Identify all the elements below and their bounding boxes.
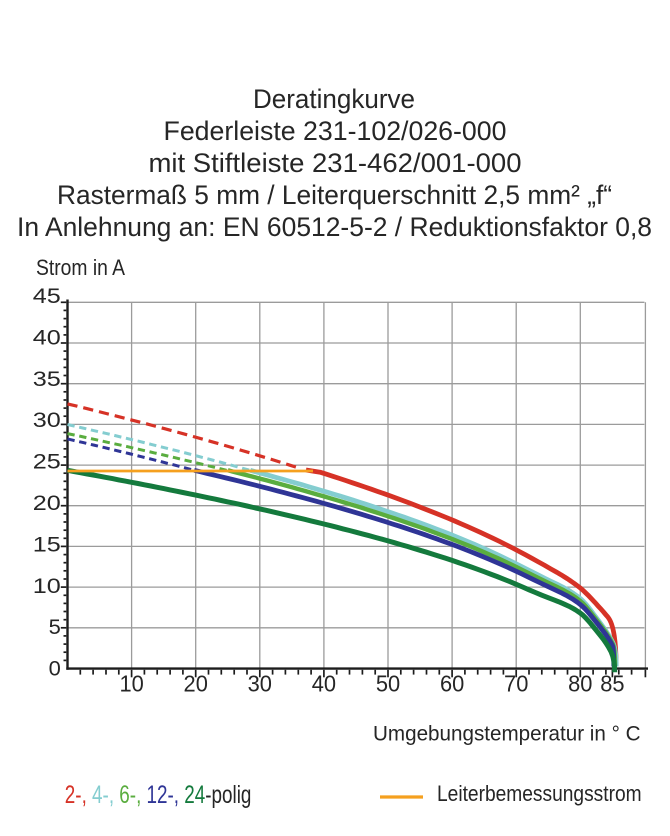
svg-text:40: 40 (33, 326, 61, 349)
svg-text:Umgebungstemperatur in ° C: Umgebungstemperatur in ° C (373, 722, 641, 746)
svg-text:25: 25 (33, 451, 61, 474)
svg-text:20: 20 (184, 670, 208, 696)
svg-text:In Anlehnung an: EN 60512-5-2: In Anlehnung an: EN 60512-5-2 / Reduktio… (17, 212, 652, 242)
svg-text:70: 70 (504, 670, 528, 696)
svg-text:50: 50 (376, 670, 400, 696)
svg-text:85: 85 (600, 670, 624, 696)
svg-text:5: 5 (49, 616, 61, 639)
svg-text:0: 0 (49, 658, 61, 681)
svg-text:60: 60 (440, 670, 464, 696)
svg-text:Leiterbemessungsstrom: Leiterbemessungsstrom (437, 781, 642, 806)
svg-text:Deratingkurve: Deratingkurve (253, 84, 415, 114)
svg-text:80: 80 (568, 670, 592, 696)
svg-text:Rastermaß 5 mm / Leiterquersch: Rastermaß 5 mm / Leiterquerschnitt 2,5 m… (57, 180, 612, 210)
svg-text:35: 35 (33, 368, 61, 391)
svg-text:10: 10 (33, 575, 61, 598)
svg-text:40: 40 (312, 670, 336, 696)
svg-text:30: 30 (248, 670, 272, 696)
svg-text:30: 30 (33, 409, 61, 432)
svg-text:45: 45 (33, 285, 61, 308)
svg-text:mit Stiftleiste 231-462/001-00: mit Stiftleiste 231-462/001-000 (149, 148, 522, 178)
svg-text:10: 10 (119, 670, 143, 696)
svg-text:Federleiste 231-102/026-000: Federleiste 231-102/026-000 (164, 116, 507, 146)
svg-text:2-, 4-, 6-, 12-, 24-polig: 2-, 4-, 6-, 12-, 24-polig (65, 781, 252, 809)
svg-text:20: 20 (33, 492, 61, 515)
svg-text:Strom in A: Strom in A (36, 255, 125, 280)
svg-text:15: 15 (33, 533, 61, 556)
